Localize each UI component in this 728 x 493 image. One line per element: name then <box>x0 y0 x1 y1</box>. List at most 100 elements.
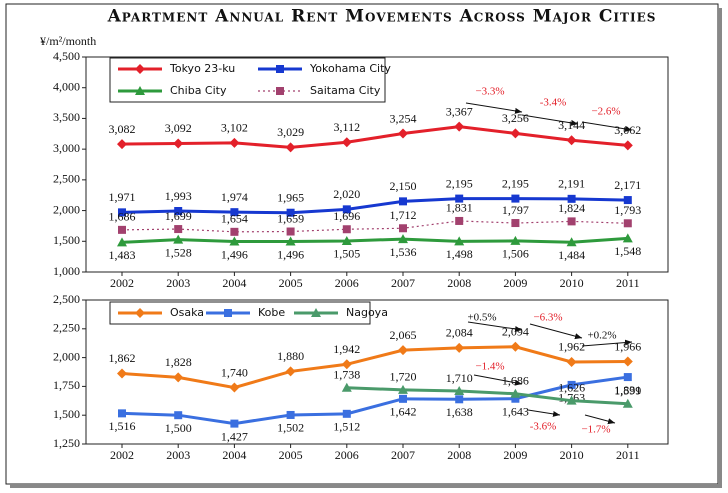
annotation: −1.4% <box>475 361 504 373</box>
data-point <box>622 398 633 408</box>
data-point <box>118 409 126 418</box>
data-label: 1,599 <box>614 384 641 398</box>
data-point <box>117 237 127 247</box>
data-point <box>285 366 296 377</box>
data-label: 1,966 <box>614 339 641 353</box>
frame-shadow <box>718 8 722 488</box>
data-label: 1,828 <box>165 355 192 369</box>
annotation-arrow <box>521 114 579 126</box>
data-point <box>454 236 465 246</box>
data-point <box>455 216 464 225</box>
data-label: 2,065 <box>390 328 417 342</box>
y-tick-label: 2,000 <box>53 202 80 216</box>
data-label: 1,483 <box>109 248 136 262</box>
data-label: 2,195 <box>446 176 473 190</box>
data-point <box>173 138 184 149</box>
data-point <box>118 208 126 217</box>
x-tick-label: 2005 <box>279 276 303 290</box>
data-point <box>342 225 351 234</box>
series-line <box>121 197 628 215</box>
x-tick-label: 2002 <box>110 276 134 290</box>
data-point <box>455 395 464 404</box>
data-point <box>566 395 577 405</box>
y-tick-label: 2,500 <box>53 292 80 306</box>
legend-label: Nagoya <box>346 306 388 319</box>
data-point <box>230 208 239 217</box>
data-label: 1,626 <box>558 380 585 394</box>
data-label: 1,993 <box>165 189 192 203</box>
data-label: 1,824 <box>558 201 585 215</box>
x-tick-label: 2007 <box>391 448 415 462</box>
data-label: 1,831 <box>614 383 641 397</box>
annotation: −1.7% <box>581 424 610 436</box>
data-label: 1,974 <box>221 190 248 204</box>
x-tick-label: 2007 <box>391 276 415 290</box>
y-axis-label: ¥/m²/month <box>40 34 96 48</box>
y-tick-label: 1,250 <box>53 436 80 450</box>
data-label: 3,112 <box>334 120 361 134</box>
x-tick-label: 2010 <box>560 276 584 290</box>
data-point <box>398 345 408 356</box>
data-label: 1,686 <box>109 210 136 224</box>
data-label: 1,502 <box>277 421 304 435</box>
data-point <box>286 410 295 419</box>
data-label: 3,062 <box>614 123 641 137</box>
data-point <box>399 224 407 233</box>
data-label: 1,720 <box>390 370 417 384</box>
data-point <box>454 121 465 132</box>
x-tick-label: 2010 <box>560 448 584 462</box>
data-point <box>173 234 184 244</box>
annotation: +0.5% <box>467 312 496 324</box>
y-tick-label: 3,000 <box>53 141 80 155</box>
legend-label: Tokyo 23-ku <box>169 62 235 75</box>
data-label: 1,484 <box>558 248 585 262</box>
data-point <box>399 197 407 206</box>
data-label: 1,643 <box>502 404 529 418</box>
data-point <box>454 386 465 396</box>
legend-label: Saitama City <box>310 84 381 97</box>
data-point <box>511 394 520 403</box>
data-label: 1,506 <box>502 247 529 261</box>
data-label: 2,084 <box>446 326 473 340</box>
annotation: −2.6% <box>591 106 620 118</box>
data-point <box>229 137 240 148</box>
annotation-arrow <box>473 374 523 386</box>
data-point <box>622 140 633 151</box>
data-point <box>398 384 408 394</box>
x-tick-label: 2011 <box>616 276 640 290</box>
data-label: 1,712 <box>390 208 417 222</box>
plot-area <box>85 299 669 445</box>
data-point <box>341 382 352 392</box>
data-label: 3,092 <box>165 121 192 135</box>
data-point <box>510 235 521 245</box>
data-label: 1,699 <box>165 209 192 223</box>
x-tick-label: 2008 <box>447 448 471 462</box>
data-label: 1,548 <box>614 244 641 258</box>
series-line <box>121 375 629 426</box>
data-label: 1,512 <box>333 420 360 434</box>
data-label: 1,862 <box>109 351 136 365</box>
data-label: 1,965 <box>277 190 304 204</box>
data-label: 1,528 <box>165 245 192 259</box>
x-tick-label: 2003 <box>166 448 190 462</box>
data-label: 2,094 <box>502 325 529 339</box>
x-tick-label: 2009 <box>503 448 527 462</box>
data-label: 1,740 <box>221 365 248 379</box>
frame-shadow <box>10 484 720 488</box>
data-label: 3,102 <box>221 121 248 135</box>
data-label: 1,831 <box>446 201 473 215</box>
series-line <box>346 386 628 406</box>
legend-label: Chiba City <box>170 84 227 97</box>
data-point <box>342 409 351 418</box>
y-tick-label: 1,000 <box>53 264 80 278</box>
data-point <box>341 359 352 370</box>
y-tick-label: 3,500 <box>53 110 80 124</box>
legend-label: Kobe <box>258 306 285 319</box>
data-point <box>623 196 632 205</box>
data-point <box>341 137 352 148</box>
data-label: 2,195 <box>502 176 529 190</box>
y-tick-label: 1,500 <box>53 407 80 421</box>
data-point <box>398 128 408 139</box>
data-point <box>623 219 632 228</box>
data-point <box>455 194 464 203</box>
